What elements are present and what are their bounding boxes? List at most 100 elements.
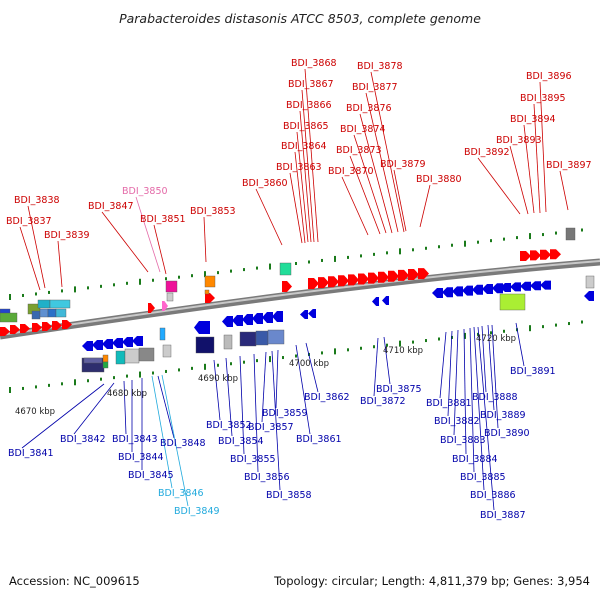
- gene-label-forward: BDI_3870: [328, 166, 374, 177]
- feature-block: [279, 262, 292, 276]
- lower-tick: [269, 356, 271, 363]
- reverse-gene-arrow: [222, 316, 233, 327]
- reverse-gene-arrow: [82, 341, 93, 351]
- feature-block: [255, 330, 269, 346]
- leader-line: [533, 103, 541, 214]
- map-title: Parabacteroides distasonis ATCC 8503, co…: [119, 11, 481, 26]
- gene-label-forward: BDI_3894: [510, 114, 556, 125]
- gene-label-reverse: BDI_3854: [218, 436, 264, 447]
- upper-tick: [204, 271, 206, 278]
- feature-block: [102, 361, 109, 369]
- lower-tick: [386, 343, 388, 347]
- upper-tick: [139, 278, 141, 285]
- reverse-gene-arrow: [122, 337, 133, 347]
- forward-gene-arrow: [418, 268, 429, 280]
- upper-tick: [308, 260, 310, 264]
- upper-tick: [503, 237, 505, 241]
- upper-tick: [165, 277, 167, 281]
- reverse-gene-arrow: [252, 313, 263, 324]
- leader-line: [353, 134, 387, 234]
- forward-gene-arrow: [530, 250, 541, 261]
- leader-line: [151, 375, 173, 489]
- reverse-gene-arrow: [262, 312, 273, 323]
- upper-tick: [113, 283, 115, 287]
- leader-line: [255, 188, 283, 246]
- lower-tick: [230, 362, 232, 366]
- reverse-gene-arrow: [242, 314, 253, 325]
- feature-block: [166, 292, 174, 302]
- lower-tick: [22, 386, 24, 390]
- upper-tick: [74, 286, 76, 293]
- scale-labels: 4670 kbp 4680 kbp 4690 kbp 4700 kbp 4710 kbp…: [15, 334, 516, 417]
- gene-label-reverse: BDI_3881: [426, 398, 472, 409]
- feature-block: [204, 289, 210, 295]
- leader-line: [487, 324, 495, 411]
- lower-tick: [490, 331, 492, 335]
- leader-line: [57, 240, 63, 288]
- leader-line: [27, 205, 46, 289]
- gene-label-forward: BDI_3839: [44, 230, 90, 241]
- pseudo-gene-arrow: [162, 301, 168, 311]
- feature-block: [267, 329, 285, 345]
- feature-block: [49, 299, 71, 309]
- leader-line: [481, 325, 487, 393]
- leader-line: [271, 350, 281, 491]
- upper-tick: [321, 258, 323, 262]
- lower-tick: [48, 383, 50, 387]
- upper-tick: [529, 233, 531, 240]
- lower-tick: [347, 348, 349, 352]
- lower-tick: [412, 340, 414, 344]
- leader-line: [539, 81, 547, 213]
- reverse-gene-arrow: [500, 283, 511, 292]
- reverse-gene-arrow: [372, 297, 379, 306]
- reverse-gene-arrow: [132, 336, 143, 346]
- upper-tick: [464, 240, 466, 247]
- upper-tick: [152, 278, 154, 282]
- upper-tick: [295, 262, 297, 265]
- gene-label-reverse: BDI_3861: [296, 434, 342, 445]
- forward-gene-arrow: [52, 321, 62, 330]
- upper-tick: [269, 263, 271, 270]
- feature-block: [165, 280, 178, 293]
- leader-line: [239, 355, 245, 455]
- leader-line: [225, 357, 233, 437]
- leader-line: [289, 172, 303, 244]
- reverse-gene-arrow: [272, 311, 283, 322]
- gene-label-forward: BDI_3895: [520, 93, 566, 104]
- lower-tick: [334, 348, 336, 355]
- forward-gene-arrow: [0, 327, 10, 336]
- leader-line: [349, 155, 381, 235]
- lower-tick: [74, 379, 76, 386]
- forward-gene-arrow: [282, 281, 292, 292]
- forward-gene-arrow: [328, 276, 339, 288]
- leader-line: [294, 151, 306, 244]
- forward-gene-arrow: [348, 274, 359, 286]
- gene-features: [0, 227, 595, 373]
- lower-tick: [178, 368, 180, 372]
- leader-line: [305, 342, 319, 393]
- leader-line: [463, 328, 467, 455]
- label-leader-lines: [19, 68, 569, 511]
- lower-tick: [126, 374, 128, 378]
- scale-label: 4700 kbp: [289, 359, 329, 369]
- upper-tick: [87, 286, 89, 290]
- feature-block: [195, 336, 215, 354]
- gene-label-forward: BDI_3897: [546, 160, 592, 171]
- upper-tick: [9, 294, 11, 300]
- lower-tick: [542, 325, 544, 329]
- leader-line: [477, 326, 495, 511]
- leader-line: [370, 71, 405, 233]
- feature-block: [138, 347, 155, 362]
- forward-gene-arrow: [20, 324, 30, 333]
- reverse-gene-arrow: [492, 283, 503, 294]
- feature-block: [499, 293, 526, 311]
- gene-label-forward: BDI_3876: [346, 103, 392, 114]
- gene-label-reverse: BDI_3844: [118, 452, 164, 463]
- upper-tick: [191, 274, 193, 278]
- feature-block: [124, 348, 140, 364]
- feature-block: [102, 354, 109, 363]
- lower-tick: [9, 387, 11, 393]
- feature-block: [204, 275, 216, 288]
- gene-label-reverse: BDI_3856: [244, 472, 290, 483]
